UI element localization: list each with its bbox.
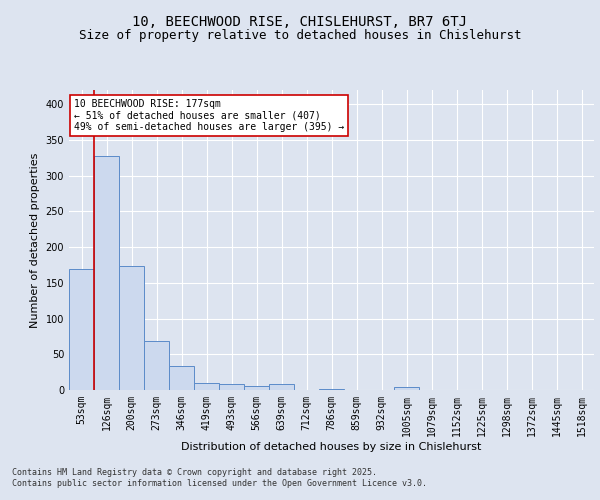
Bar [219, 384, 244, 390]
Text: Contains HM Land Registry data © Crown copyright and database right 2025.
Contai: Contains HM Land Registry data © Crown c… [12, 468, 427, 487]
Bar [394, 387, 419, 390]
Bar [169, 366, 194, 390]
Y-axis label: Number of detached properties: Number of detached properties [30, 152, 40, 328]
Text: 10 BEECHWOOD RISE: 177sqm
← 51% of detached houses are smaller (407)
49% of semi: 10 BEECHWOOD RISE: 177sqm ← 51% of detac… [74, 99, 344, 132]
Bar [144, 340, 169, 390]
Bar [94, 156, 119, 390]
Bar [119, 266, 144, 390]
Text: Size of property relative to detached houses in Chislehurst: Size of property relative to detached ho… [79, 28, 521, 42]
Bar [319, 388, 344, 390]
Text: 10, BEECHWOOD RISE, CHISLEHURST, BR7 6TJ: 10, BEECHWOOD RISE, CHISLEHURST, BR7 6TJ [133, 16, 467, 30]
Bar [269, 384, 294, 390]
Bar [194, 383, 219, 390]
X-axis label: Distribution of detached houses by size in Chislehurst: Distribution of detached houses by size … [181, 442, 482, 452]
Bar [69, 268, 94, 390]
Bar [244, 386, 269, 390]
